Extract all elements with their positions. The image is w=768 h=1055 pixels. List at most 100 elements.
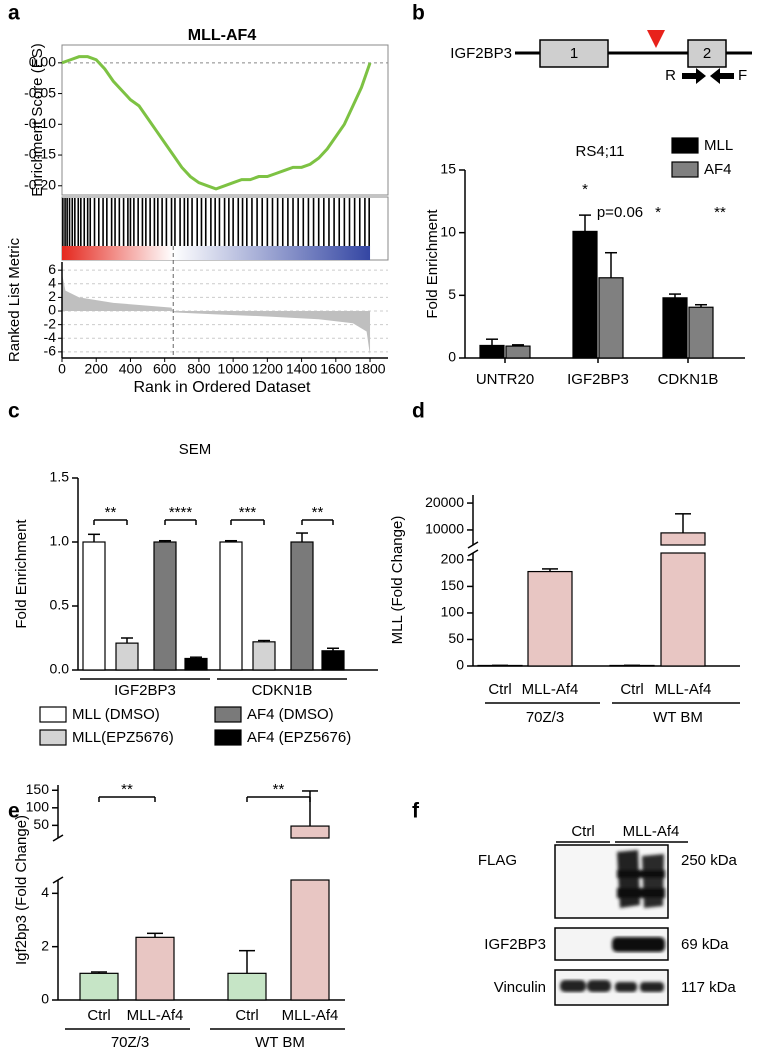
- annotation: *: [655, 204, 661, 221]
- panel-label: a: [8, 2, 20, 25]
- y-tick-label: 2: [41, 937, 49, 953]
- lane-label: MLL-Af4: [623, 823, 680, 840]
- y-axis-label: Enrichment Score (ES): [29, 43, 46, 196]
- bar: [82, 541, 106, 671]
- legend-label: MLL (DMSO): [72, 706, 160, 723]
- band: [560, 980, 664, 992]
- group-label: WT BM: [255, 1034, 305, 1050]
- x-tick-label: 1800: [354, 361, 385, 377]
- primer-arrow: [682, 68, 706, 84]
- bar: [479, 344, 505, 359]
- panel-label: f: [412, 800, 420, 823]
- y-tick-label: 0: [456, 657, 464, 673]
- x-tick-label: IGF2BP3: [567, 371, 629, 388]
- legend-label: MLL(EPZ5676): [72, 729, 174, 746]
- x-tick-label: Ctrl: [620, 681, 643, 698]
- x-tick-label: Ctrl: [235, 1007, 258, 1024]
- annotation: p=0.06: [597, 204, 643, 221]
- gene-diagram: IGF2BP3 1 2 R F: [450, 30, 752, 84]
- gene-name: IGF2BP3: [450, 45, 512, 62]
- y-tick-label: 50: [448, 630, 464, 646]
- bar: [135, 936, 175, 1001]
- legend-swatch: [214, 706, 242, 723]
- y-tick-label: 0: [448, 349, 456, 365]
- y-axis-label: Fold Enrichment: [13, 519, 30, 629]
- bar: [688, 306, 714, 359]
- y-tick-label: -0.20: [24, 176, 56, 192]
- band: [617, 850, 665, 908]
- group-label: WT BM: [653, 709, 703, 726]
- chart-title: MLL-AF4: [188, 27, 257, 44]
- x-tick-label: 200: [85, 361, 109, 377]
- bar: [321, 650, 345, 671]
- y-tick-label: 1.5: [50, 469, 70, 485]
- x-tick-label: 1000: [218, 361, 249, 377]
- y-tick-label: 4: [41, 884, 49, 900]
- y-tick-label: 10000: [425, 521, 464, 537]
- y-tick-label: -0.10: [24, 115, 56, 131]
- lane-label: Ctrl: [571, 823, 594, 840]
- axis-break: [467, 549, 479, 557]
- legend-swatch: [671, 161, 699, 178]
- bar: [227, 972, 267, 1001]
- bar: [290, 825, 330, 839]
- y-tick-label: -2: [44, 315, 57, 331]
- y-tick-label: 2: [48, 288, 56, 304]
- y-tick-label: 50: [33, 816, 49, 832]
- significance: **: [273, 781, 285, 798]
- bar: [219, 541, 243, 671]
- y-tick-label: 150: [441, 577, 465, 593]
- exon: [539, 39, 609, 68]
- bar: [79, 972, 119, 1001]
- x-tick-label: IGF2BP3: [114, 682, 176, 699]
- x-tick-label: 800: [187, 361, 211, 377]
- x-tick-label: CDKN1B: [658, 371, 719, 388]
- chart-title: RS4;11: [576, 143, 625, 160]
- y-axis-label: Igf2bp3 (Fold Change): [13, 815, 30, 965]
- legend-label: MLL: [704, 137, 733, 154]
- blot-size: 250 kDa: [681, 852, 738, 869]
- primer-arrow: [710, 68, 734, 84]
- y-tick-label: -4: [44, 329, 57, 345]
- y-tick-label: 10: [440, 223, 456, 239]
- bar: [290, 541, 314, 671]
- y-tick-label: -0.15: [24, 146, 56, 162]
- legend-label: AF4 (EPZ5676): [247, 729, 351, 746]
- x-tick-label: 600: [153, 361, 177, 377]
- exon-label: 1: [570, 45, 578, 62]
- bar: [660, 552, 706, 667]
- x-tick-label: MLL-Af4: [655, 681, 712, 698]
- bar: [184, 657, 208, 671]
- y-tick-label: -6: [44, 343, 57, 359]
- bar: [660, 532, 706, 546]
- legend-swatch: [671, 137, 699, 154]
- legend-swatch: [39, 706, 67, 723]
- y-tick-label: 20000: [425, 494, 464, 510]
- significance: **: [312, 504, 324, 521]
- x-tick-label: Ctrl: [87, 1007, 110, 1024]
- y-tick-label: 4: [48, 274, 56, 290]
- y-tick-label: 5: [448, 286, 456, 302]
- x-tick-label: 1600: [320, 361, 351, 377]
- exon: [687, 39, 727, 68]
- y-tick-label: 0.00: [29, 54, 56, 70]
- y-tick-label: -0.05: [24, 84, 56, 100]
- y-axis-label: Ranked List Metric: [6, 237, 23, 362]
- y-tick-label: 200: [441, 551, 465, 567]
- legend-swatch: [214, 729, 242, 746]
- y-tick-label: 0.0: [50, 661, 70, 677]
- panel-label: b: [412, 2, 425, 25]
- exon-label: 2: [703, 45, 711, 62]
- y-tick-label: 100: [26, 799, 50, 815]
- x-tick-label: MLL-Af4: [522, 681, 579, 698]
- bar: [572, 230, 598, 359]
- y-tick-label: 1.0: [50, 533, 70, 549]
- panel-label: e: [8, 800, 20, 823]
- bar: [153, 541, 177, 671]
- x-tick-label: 400: [119, 361, 143, 377]
- group-label: 70Z/3: [111, 1034, 149, 1050]
- legend-label: AF4: [704, 161, 732, 178]
- primer-label: R: [665, 67, 676, 84]
